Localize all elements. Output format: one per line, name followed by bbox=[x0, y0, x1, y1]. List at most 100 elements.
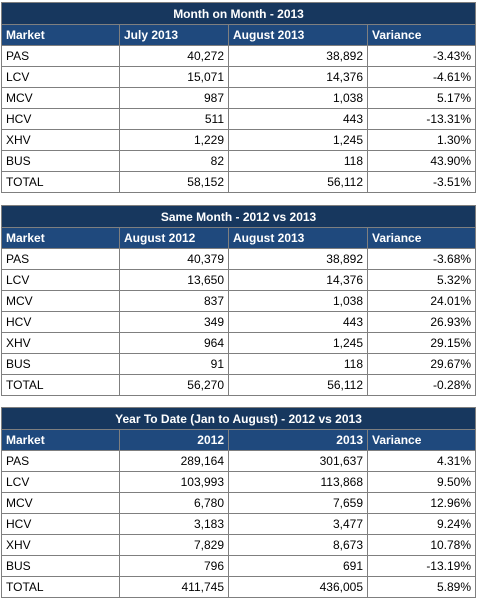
value-cell: 58,152 bbox=[119, 171, 229, 193]
variance-cell: 5.17% bbox=[366, 87, 477, 109]
variance-cell: 43.90% bbox=[366, 150, 477, 172]
table-row: BUS 91 118 29.67% bbox=[1, 353, 477, 375]
value-cell: 436,005 bbox=[228, 576, 368, 598]
market-cell: PAS bbox=[1, 45, 120, 67]
column-header: Market bbox=[1, 227, 120, 249]
value-cell: 301,637 bbox=[228, 450, 368, 472]
value-cell: 1,245 bbox=[228, 129, 368, 151]
value-cell: 56,270 bbox=[119, 374, 229, 396]
variance-cell: -4.61% bbox=[366, 66, 477, 88]
market-cell: PAS bbox=[1, 450, 120, 472]
variance-cell: 12.96% bbox=[366, 492, 477, 514]
value-cell: 13,650 bbox=[119, 269, 229, 291]
value-cell: 1,038 bbox=[228, 87, 368, 109]
value-cell: 3,477 bbox=[228, 513, 368, 535]
value-cell: 38,892 bbox=[228, 248, 368, 270]
value-cell: 40,379 bbox=[119, 248, 229, 270]
market-cell: BUS bbox=[1, 555, 120, 577]
year-to-date-table: Year To Date (Jan to August) - 2012 vs 2… bbox=[0, 407, 477, 598]
value-cell: 443 bbox=[228, 311, 368, 333]
value-cell: 15,071 bbox=[119, 66, 229, 88]
table-row: XHV 1,229 1,245 1.30% bbox=[1, 129, 477, 151]
table-row: XHV 7,829 8,673 10.78% bbox=[1, 534, 477, 556]
market-cell: HCV bbox=[1, 108, 120, 130]
value-cell: 964 bbox=[119, 332, 229, 354]
table-row: TOTAL 411,745 436,005 5.89% bbox=[1, 576, 477, 598]
value-cell: 1,245 bbox=[228, 332, 368, 354]
value-cell: 40,272 bbox=[119, 45, 229, 67]
variance-cell: 10.78% bbox=[366, 534, 477, 556]
column-header: August 2013 bbox=[228, 24, 368, 46]
column-header: 2012 bbox=[119, 429, 229, 451]
value-cell: 14,376 bbox=[228, 66, 368, 88]
variance-cell: -3.43% bbox=[366, 45, 477, 67]
table-row: HCV 349 443 26.93% bbox=[1, 311, 477, 333]
variance-cell: 24.01% bbox=[366, 290, 477, 312]
market-cell: LCV bbox=[1, 471, 120, 493]
column-header: Variance bbox=[366, 227, 477, 249]
value-cell: 113,868 bbox=[228, 471, 368, 493]
market-cell: TOTAL bbox=[1, 171, 120, 193]
market-cell: XHV bbox=[1, 534, 120, 556]
value-cell: 511 bbox=[119, 108, 229, 130]
market-cell: HCV bbox=[1, 311, 120, 333]
value-cell: 1,038 bbox=[228, 290, 368, 312]
table-title-row: Year To Date (Jan to August) - 2012 vs 2… bbox=[0, 407, 477, 430]
market-cell: PAS bbox=[1, 248, 120, 270]
column-header: July 2013 bbox=[119, 24, 229, 46]
value-cell: 91 bbox=[119, 353, 229, 375]
variance-cell: 26.93% bbox=[366, 311, 477, 333]
table-row: PAS 40,379 38,892 -3.68% bbox=[1, 248, 477, 270]
variance-cell: -13.19% bbox=[366, 555, 477, 577]
market-cell: XHV bbox=[1, 332, 120, 354]
value-cell: 411,745 bbox=[119, 576, 229, 598]
variance-cell: 5.32% bbox=[366, 269, 477, 291]
variance-cell: 4.31% bbox=[366, 450, 477, 472]
table-row: PAS 40,272 38,892 -3.43% bbox=[1, 45, 477, 67]
market-cell: MCV bbox=[1, 290, 120, 312]
value-cell: 14,376 bbox=[228, 269, 368, 291]
market-cell: BUS bbox=[1, 150, 120, 172]
same-month-table: Same Month - 2012 vs 2013 Market August 20… bbox=[0, 205, 477, 396]
market-cell: TOTAL bbox=[1, 374, 120, 396]
value-cell: 987 bbox=[119, 87, 229, 109]
table-title-row: Month on Month - 2013 bbox=[0, 2, 477, 25]
table-row: PAS 289,164 301,637 4.31% bbox=[1, 450, 477, 472]
market-cell: MCV bbox=[1, 87, 120, 109]
market-cell: LCV bbox=[1, 66, 120, 88]
table-row: MCV 837 1,038 24.01% bbox=[1, 290, 477, 312]
table-header-row: Market 2012 2013 Variance bbox=[1, 429, 477, 451]
value-cell: 56,112 bbox=[228, 374, 368, 396]
table-row: LCV 15,071 14,376 -4.61% bbox=[1, 66, 477, 88]
value-cell: 289,164 bbox=[119, 450, 229, 472]
value-cell: 837 bbox=[119, 290, 229, 312]
table-row: LCV 13,650 14,376 5.32% bbox=[1, 269, 477, 291]
market-cell: LCV bbox=[1, 269, 120, 291]
value-cell: 56,112 bbox=[228, 171, 368, 193]
value-cell: 691 bbox=[228, 555, 368, 577]
value-cell: 38,892 bbox=[228, 45, 368, 67]
table-row: TOTAL 58,152 56,112 -3.51% bbox=[1, 171, 477, 193]
column-header: Variance bbox=[366, 24, 477, 46]
market-cell: XHV bbox=[1, 129, 120, 151]
variance-cell: -13.31% bbox=[366, 108, 477, 130]
market-cell: BUS bbox=[1, 353, 120, 375]
value-cell: 82 bbox=[119, 150, 229, 172]
variance-cell: -3.68% bbox=[366, 248, 477, 270]
variance-cell: 1.30% bbox=[366, 129, 477, 151]
column-header: August 2012 bbox=[119, 227, 229, 249]
market-cell: MCV bbox=[1, 492, 120, 514]
value-cell: 7,829 bbox=[119, 534, 229, 556]
table-row: XHV 964 1,245 29.15% bbox=[1, 332, 477, 354]
variance-cell: 29.15% bbox=[366, 332, 477, 354]
value-cell: 349 bbox=[119, 311, 229, 333]
variance-cell: -0.28% bbox=[366, 374, 477, 396]
variance-cell: 9.50% bbox=[366, 471, 477, 493]
value-cell: 3,183 bbox=[119, 513, 229, 535]
value-cell: 796 bbox=[119, 555, 229, 577]
value-cell: 8,673 bbox=[228, 534, 368, 556]
column-header: Market bbox=[1, 429, 120, 451]
value-cell: 103,993 bbox=[119, 471, 229, 493]
value-cell: 7,659 bbox=[228, 492, 368, 514]
value-cell: 6,780 bbox=[119, 492, 229, 514]
